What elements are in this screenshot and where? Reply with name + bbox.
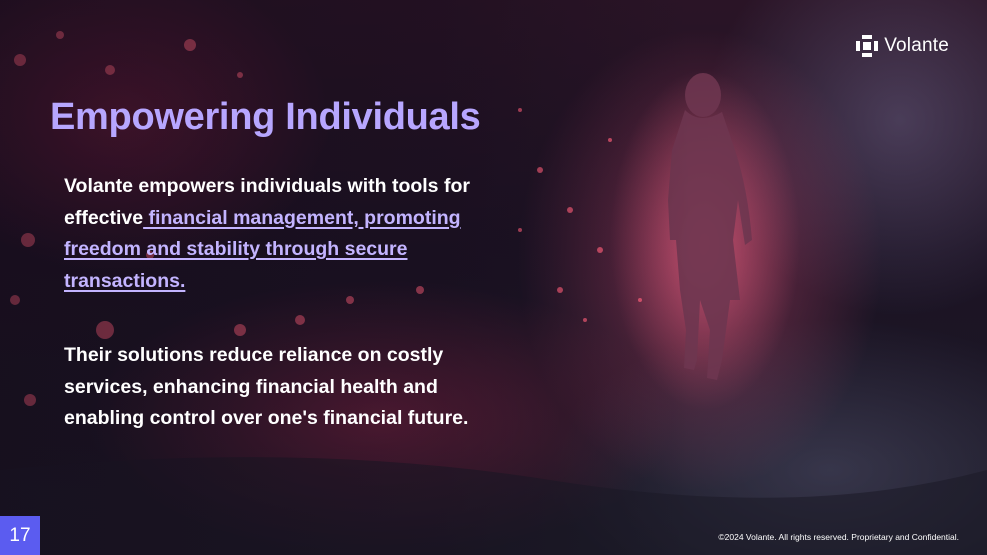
financial-management-link[interactable]: financial management, promoting freedom … bbox=[64, 206, 461, 292]
paragraph-1-text: Volante empowers individuals with tools … bbox=[64, 175, 470, 229]
slide-title: Empowering Individuals bbox=[50, 96, 481, 138]
volante-logo-icon bbox=[856, 35, 879, 57]
page-number: 17 bbox=[0, 516, 40, 555]
logo-text: Volante bbox=[884, 35, 949, 56]
paragraph-2: Their solutions reduce reliance on costl… bbox=[64, 344, 469, 429]
paragraph-1: Volante empowers individuals with tools … bbox=[64, 171, 504, 297]
volante-logo[interactable]: Volante bbox=[856, 35, 949, 57]
footer-copyright: ©2024 Volante. All rights reserved. Prop… bbox=[718, 532, 959, 542]
